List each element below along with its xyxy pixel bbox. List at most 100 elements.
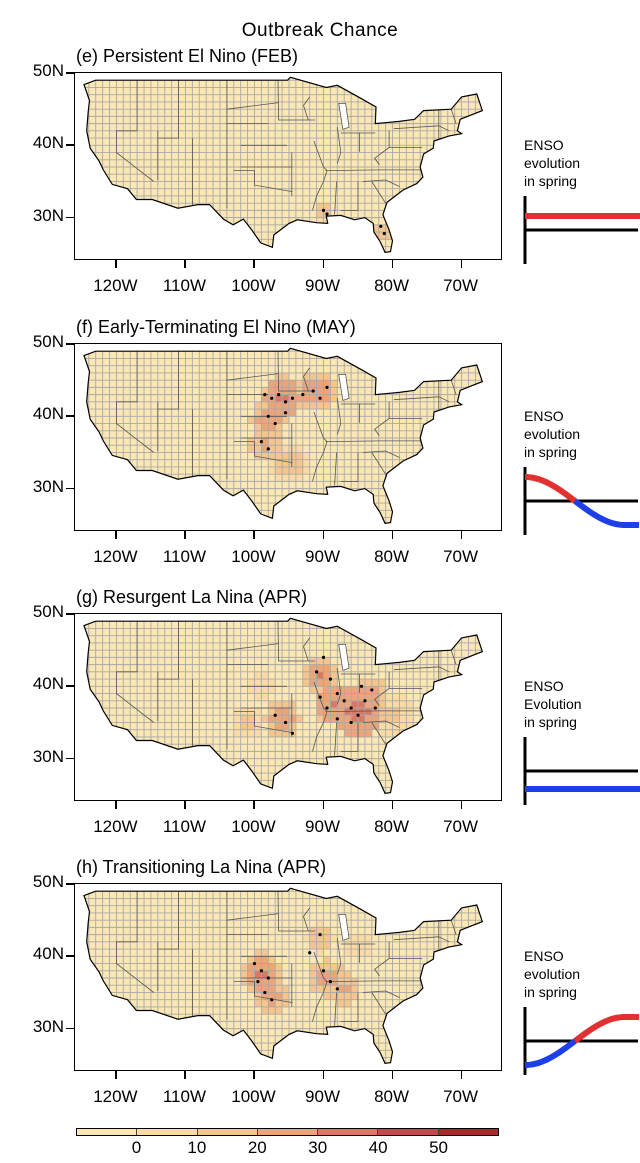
lat-label: 50N bbox=[32, 61, 64, 80]
grid-cell bbox=[268, 963, 276, 971]
grid-cell bbox=[316, 985, 324, 993]
enso-label-line: evolution bbox=[524, 155, 581, 171]
grid-cell bbox=[364, 934, 373, 943]
coastline bbox=[83, 76, 484, 253]
map-panel: (g) Resurgent La Nina (APR) 50N 40N 30N 120W… bbox=[0, 587, 640, 857]
grid-cell bbox=[309, 401, 317, 410]
grid-cell bbox=[358, 693, 366, 701]
lat-tick bbox=[66, 955, 74, 957]
lon-tick bbox=[184, 531, 186, 539]
grid-cell bbox=[330, 992, 338, 1000]
colorbar-segment bbox=[318, 1129, 379, 1135]
grid-cell bbox=[309, 380, 317, 388]
grid-cell bbox=[268, 999, 276, 1008]
grid-cell bbox=[268, 401, 276, 410]
grid-cell bbox=[351, 708, 359, 716]
grid-cell bbox=[371, 224, 379, 233]
significance-dot bbox=[325, 706, 329, 710]
panel-title: (h) Transitioning La Nina (APR) bbox=[76, 857, 327, 877]
grid-cell bbox=[309, 372, 317, 381]
significance-dot bbox=[370, 688, 374, 692]
grid-cell bbox=[254, 445, 262, 453]
grid-cell bbox=[254, 452, 262, 460]
grid-cell bbox=[295, 466, 304, 475]
grid-cell bbox=[344, 700, 352, 709]
map-panel: (f) Early-Terminating El Nino (MAY) 50N 40… bbox=[0, 317, 640, 587]
grid-cell bbox=[364, 700, 373, 709]
grid-cell bbox=[261, 985, 269, 993]
grid-cell bbox=[233, 722, 241, 730]
lon-label: 80W bbox=[374, 547, 410, 566]
grid-cell bbox=[275, 963, 283, 971]
enso-evolution-plot bbox=[518, 1005, 640, 1077]
grid-cell bbox=[406, 708, 414, 716]
grid-cell bbox=[275, 722, 283, 730]
grid-cell bbox=[282, 380, 290, 388]
grid-cell bbox=[316, 686, 324, 694]
significance-dot bbox=[325, 385, 329, 389]
panel-title: (f) Early-Terminating El Nino (MAY) bbox=[76, 317, 356, 337]
grid-cell bbox=[247, 729, 255, 738]
grid-cell bbox=[344, 722, 352, 730]
grid-cell bbox=[295, 394, 304, 403]
lon-tick bbox=[322, 531, 325, 539]
enso-evolution-plot bbox=[518, 194, 640, 266]
grid-cell bbox=[330, 686, 338, 694]
grid-cell bbox=[254, 715, 262, 723]
enso-label: ENSO evolution in spring bbox=[524, 136, 580, 190]
grid-cell bbox=[261, 423, 269, 431]
grid-cell bbox=[323, 985, 331, 993]
significance-dot bbox=[266, 414, 270, 418]
grid-cell bbox=[247, 985, 255, 993]
significance-dot bbox=[315, 670, 319, 674]
lon-label: 110W bbox=[162, 817, 207, 836]
colorbar-tick-label: 10 bbox=[187, 1138, 207, 1157]
grid-cell bbox=[385, 708, 393, 716]
grid-cell bbox=[261, 409, 269, 417]
grid-cell bbox=[289, 445, 297, 453]
enso-label-line: ENSO bbox=[524, 948, 564, 964]
grid-cell bbox=[268, 452, 276, 460]
map-panel: (h) Transitioning La Nina (APR) 50N 40N 30N… bbox=[0, 857, 640, 1127]
lon-tick bbox=[184, 801, 186, 809]
enso-label: ENSO evolution in spring bbox=[524, 407, 580, 461]
lon-tick bbox=[391, 260, 394, 268]
grid-cell bbox=[254, 671, 262, 680]
significance-dot bbox=[263, 393, 267, 397]
grid-cell bbox=[302, 372, 310, 381]
grid-cell bbox=[247, 722, 255, 730]
lon-tick bbox=[391, 1071, 394, 1079]
significance-dot bbox=[349, 706, 353, 710]
lon-tick bbox=[322, 801, 325, 809]
grid-cell bbox=[344, 978, 352, 986]
grid-cell bbox=[289, 715, 297, 723]
grid-cell bbox=[275, 708, 283, 716]
grid-cell bbox=[240, 715, 248, 723]
grid-cell bbox=[323, 934, 331, 943]
grid-cell bbox=[289, 380, 297, 388]
grid-cell bbox=[254, 992, 262, 1000]
grid-cell bbox=[282, 474, 290, 482]
grid-cell bbox=[275, 423, 283, 431]
grid-cell bbox=[302, 466, 310, 475]
significance-dot bbox=[283, 720, 288, 725]
grid-cell bbox=[275, 430, 283, 439]
significance-dot bbox=[273, 421, 277, 426]
grid-cell bbox=[268, 978, 276, 986]
grid-cell bbox=[282, 452, 290, 460]
grid-cell bbox=[399, 700, 407, 709]
grid-cell bbox=[309, 963, 317, 971]
us-map bbox=[74, 72, 502, 260]
grid-cell bbox=[268, 459, 276, 468]
grid-cell bbox=[316, 920, 324, 928]
grid-cell bbox=[268, 679, 276, 687]
colorbar-segment bbox=[257, 1129, 319, 1135]
lat-tick bbox=[66, 343, 74, 345]
grid-cell bbox=[323, 657, 331, 665]
grid-cell bbox=[282, 708, 290, 716]
grid-cell bbox=[330, 387, 338, 395]
grid-cell bbox=[268, 970, 276, 979]
grid-cell bbox=[261, 671, 269, 680]
grid-cell bbox=[316, 679, 324, 687]
lon-tick bbox=[115, 260, 117, 268]
